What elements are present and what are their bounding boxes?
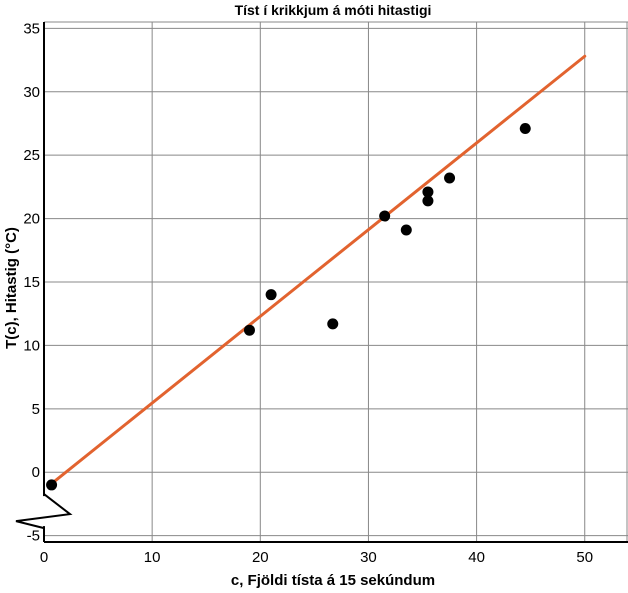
- y-tick-label: 10: [23, 337, 40, 354]
- x-tick-label: 50: [576, 549, 593, 566]
- y-tick-label: 35: [23, 20, 40, 37]
- data-point: [422, 186, 434, 198]
- x-tick-label: 30: [360, 549, 377, 566]
- y-tick-label: 20: [23, 211, 40, 228]
- x-tick-label: 10: [144, 549, 161, 566]
- data-point: [444, 172, 456, 184]
- y-axis-label: T(c), Hitastig (°C): [3, 227, 20, 349]
- grid: [44, 21, 628, 542]
- data-point: [243, 324, 255, 336]
- x-axis-label: c, Fjöldi tísta á 15 sekúndum: [231, 572, 435, 589]
- y-tick-label: 30: [23, 84, 40, 101]
- x-tick-label: 20: [252, 549, 269, 566]
- data-point: [422, 195, 434, 207]
- trend-line-group: [50, 54, 587, 486]
- data-point: [379, 210, 391, 222]
- chart-title: Tíst í krikkjum á móti hitastigi: [235, 2, 432, 18]
- data-point: [400, 224, 412, 236]
- axis-break-gap: [41, 496, 47, 527]
- x-tick-label: 0: [40, 549, 48, 566]
- data-point: [265, 289, 277, 301]
- y-tick-label: 5: [32, 401, 40, 418]
- data-point: [519, 123, 531, 135]
- axis-break-icon: [15, 493, 73, 530]
- data-points: [46, 123, 531, 491]
- y-tick-label: 25: [23, 147, 40, 164]
- x-tick-label: 40: [468, 549, 485, 566]
- trend-line: [50, 54, 587, 486]
- y-tick-label: 15: [23, 274, 40, 291]
- data-point: [46, 479, 58, 491]
- y-tick-label: -5: [27, 528, 40, 545]
- axes: [15, 22, 628, 543]
- y-tick-label: 0: [32, 464, 40, 481]
- data-point: [327, 318, 339, 330]
